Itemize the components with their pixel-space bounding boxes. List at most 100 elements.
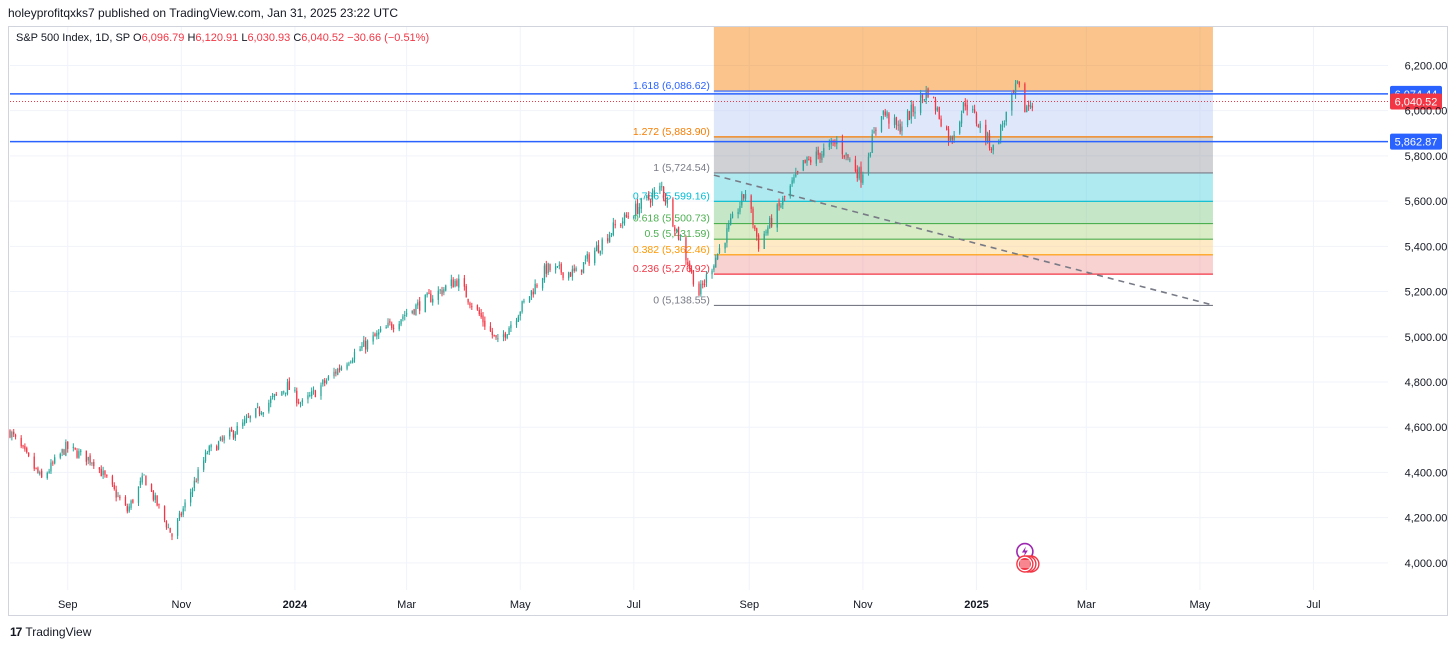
candle-body: [554, 266, 557, 270]
candle-body: [856, 169, 858, 179]
candle-body: [815, 151, 817, 164]
candle-body: [104, 470, 106, 475]
candle-body: [482, 315, 484, 323]
candle-body: [415, 304, 417, 316]
candle-body: [204, 452, 207, 462]
candle-body: [834, 142, 836, 144]
candle-body: [715, 257, 717, 268]
candle-body: [311, 391, 313, 397]
fib-zone: [713, 172, 1213, 202]
candle-body: [411, 310, 413, 313]
candle-body: [908, 111, 911, 121]
fib-level-label: 1.618 (6,086.62): [633, 80, 710, 92]
candle-body: [869, 153, 871, 157]
candle-body: [862, 174, 864, 183]
candle-body: [193, 480, 196, 489]
candle-body: [718, 248, 721, 253]
candle-body: [379, 328, 382, 332]
candle-body: [975, 113, 978, 124]
candle-body: [730, 217, 732, 225]
candle-body: [988, 133, 991, 149]
candle-body: [46, 472, 48, 479]
candle-body: [432, 298, 434, 303]
candle-body: [11, 431, 13, 438]
candle-body: [873, 130, 875, 134]
candle-body: [938, 107, 940, 119]
candle-body: [612, 222, 614, 236]
candle-body: [741, 193, 743, 206]
candle-body: [154, 495, 156, 500]
footer-brand[interactable]: 17 TradingView: [10, 625, 91, 639]
candle-body: [426, 293, 428, 296]
open-value: 6,096.79: [141, 32, 185, 44]
candle-body: [966, 104, 968, 111]
candle-body: [627, 216, 629, 218]
candle-body: [893, 117, 896, 126]
candle-body: [946, 126, 948, 130]
candle-body: [346, 364, 348, 369]
candle-body: [828, 143, 831, 147]
x-tick-label: May: [510, 599, 531, 611]
candle-body: [560, 263, 562, 273]
candle-body: [659, 185, 661, 191]
candle-body: [698, 283, 700, 296]
candle-body: [366, 340, 369, 350]
candle-body: [886, 112, 888, 117]
candle-body: [404, 315, 406, 317]
candle-body: [320, 385, 322, 397]
high-label: H: [187, 32, 196, 44]
candle-body: [731, 214, 734, 219]
candle-body: [640, 198, 642, 209]
candle-body: [72, 446, 74, 448]
candle-body: [141, 475, 143, 483]
candle-body: [791, 180, 793, 184]
candle-body: [582, 262, 585, 274]
candle-body: [921, 94, 924, 98]
candle-body: [635, 203, 637, 216]
candle-body: [595, 245, 598, 252]
open-label: O: [133, 32, 142, 44]
candle-body: [391, 323, 393, 329]
candle-body: [504, 333, 506, 338]
candle-body: [795, 172, 797, 177]
candle-body: [953, 134, 955, 140]
candle-body: [497, 338, 499, 340]
candle-body: [932, 97, 935, 99]
candle-body: [986, 132, 989, 142]
candle-body: [919, 95, 922, 113]
candle-body: [13, 431, 15, 435]
candle-body: [1014, 83, 1017, 94]
candle-body: [888, 113, 890, 124]
candle-body: [22, 445, 24, 447]
candle-body: [625, 215, 628, 217]
candle-body: [39, 471, 41, 475]
candle-body: [728, 223, 730, 230]
candle-body: [646, 195, 648, 199]
candle-body: [234, 433, 236, 439]
candle-body: [484, 320, 486, 327]
candle-body: [35, 467, 37, 469]
fib-level-label: 0.236 (5,276.92): [633, 263, 710, 275]
x-tick-label: Jul: [627, 599, 641, 611]
candle-body: [901, 126, 903, 132]
candle-body: [441, 290, 443, 295]
candle-body: [325, 380, 328, 384]
candle-body: [163, 506, 166, 520]
candle-body: [575, 268, 577, 272]
candle-body: [392, 327, 395, 329]
candle-body: [860, 166, 862, 183]
candle-body: [567, 272, 570, 279]
publisher-line: holeyprofitqxks7 published on TradingVie…: [8, 6, 399, 20]
candle-body: [454, 280, 456, 287]
us-flag-icon[interactable]: [1016, 555, 1040, 573]
candle-body: [78, 451, 80, 458]
candle-body: [124, 496, 127, 506]
candle-body: [789, 185, 791, 197]
candle-body: [674, 227, 676, 232]
candle-body: [992, 144, 994, 151]
candle-body: [875, 129, 877, 131]
candle-body: [217, 441, 220, 450]
candle-body: [184, 502, 186, 508]
candle-body: [541, 278, 544, 289]
